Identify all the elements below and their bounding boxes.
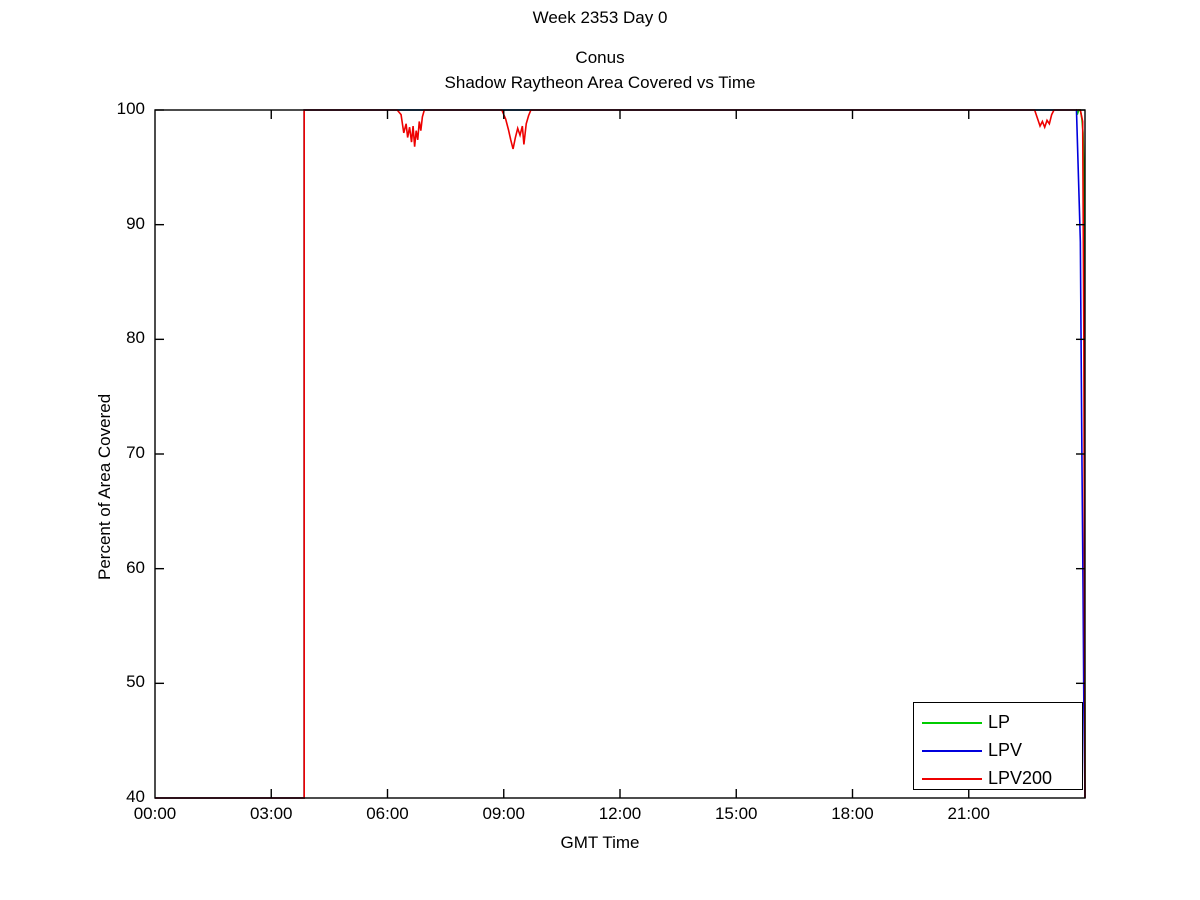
axis-ticks: [155, 109, 1085, 798]
legend-swatch-lpv: [922, 750, 982, 752]
y-tick-label: 80: [126, 328, 145, 348]
y-tick-label: 70: [126, 443, 145, 462]
chart-title: Conus: [575, 48, 625, 67]
x-axis-label: GMT Time: [560, 833, 640, 852]
chart-subtitle: Shadow Raytheon Area Covered vs Time: [444, 73, 756, 92]
legend-swatch-lp: [922, 722, 982, 724]
x-tick-label: 09:00: [482, 804, 526, 823]
y-tick-label: 40: [126, 787, 145, 806]
legend-entry-lpv[interactable]: LPV: [914, 736, 1084, 765]
x-tick-label: 12:00: [598, 804, 642, 823]
y-tick-label: 100: [116, 99, 145, 118]
x-tick-label: 21:00: [947, 804, 991, 823]
figure-super-title: Week 2353 Day 0: [532, 8, 668, 27]
y-tick-label: 50: [126, 672, 145, 692]
y-tick-label: 90: [126, 213, 145, 233]
series-group: [155, 109, 1086, 799]
series-line-lpv: [155, 109, 1086, 799]
series-line-lp: [155, 109, 1086, 799]
x-tick-label: 15:00: [714, 804, 758, 823]
legend-label-lp: LP: [988, 712, 1011, 732]
legend-label-lpv200: LPV200: [988, 768, 1053, 788]
x-tick-label: 00:00: [133, 804, 177, 823]
legend-entry-lp[interactable]: LP: [914, 708, 1084, 737]
axes-frame: [154, 109, 1086, 799]
legend-swatch-lpv200: [922, 778, 982, 780]
x-tick-label: 03:00: [249, 804, 293, 823]
legend-label-lpv: LPV: [988, 740, 1023, 760]
chart-legend[interactable]: LP LPV LPV200: [913, 702, 1083, 790]
legend-entry-lpv200[interactable]: LPV200: [914, 764, 1084, 793]
axes-box: [154, 109, 1086, 799]
y-tick-label: 60: [126, 557, 145, 577]
x-tick-label: 18:00: [831, 804, 874, 823]
series-line-lpv200: [155, 109, 1086, 799]
x-tick-label: 06:00: [366, 804, 409, 823]
